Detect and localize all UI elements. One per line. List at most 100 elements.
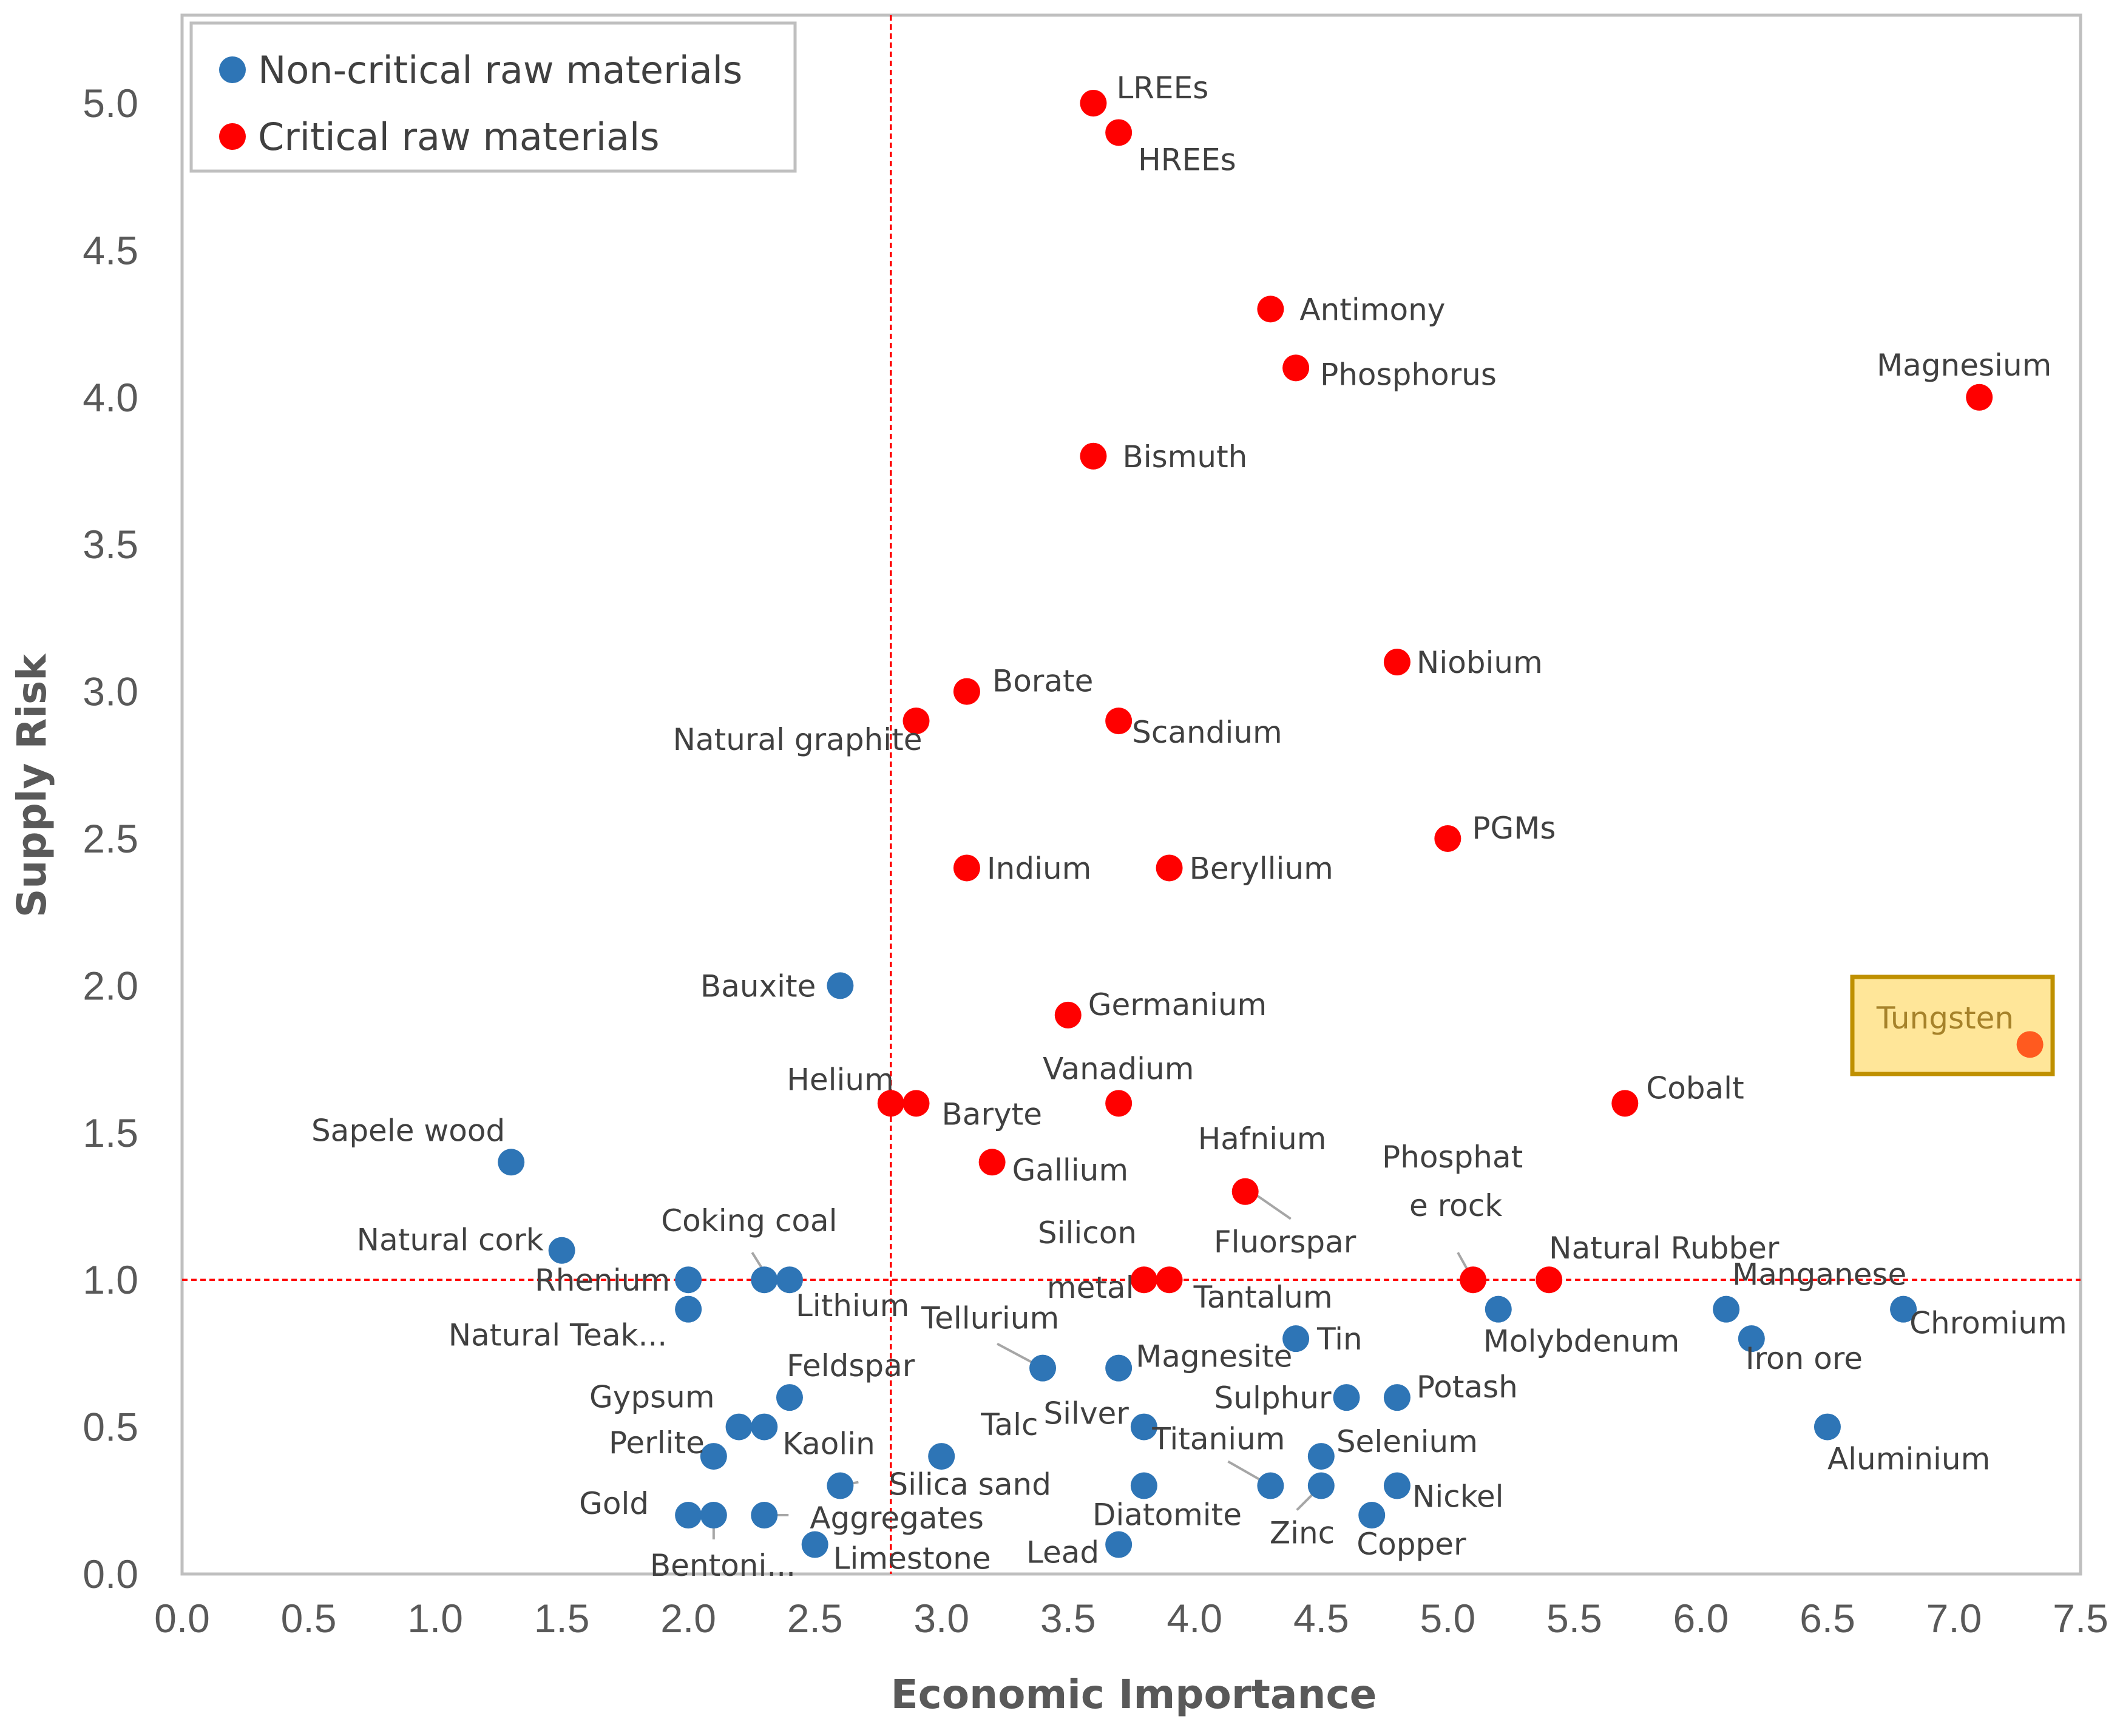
y-tick-label: 1.5 xyxy=(83,1110,138,1155)
point-iron-ore xyxy=(1738,1325,1765,1353)
point-copper xyxy=(1358,1502,1386,1529)
point-chromium xyxy=(1890,1295,1917,1323)
point-perlite xyxy=(700,1443,727,1470)
label-baryte: Baryte xyxy=(942,1096,1042,1132)
point-cobalt xyxy=(1611,1090,1639,1117)
point-baryte xyxy=(903,1090,930,1117)
data-points xyxy=(498,90,1993,1558)
point-hrees xyxy=(1105,119,1133,146)
point-aggregates xyxy=(751,1502,778,1529)
y-tick-label: 0.5 xyxy=(83,1405,138,1450)
point-phosphate-rock xyxy=(1460,1266,1487,1294)
label-beryllium: Beryllium xyxy=(1190,851,1333,886)
point-tungsten xyxy=(2016,1031,2044,1058)
x-tick-label: 3.5 xyxy=(1040,1596,1096,1641)
label-copper: Copper xyxy=(1356,1527,1466,1562)
y-tick-label: 4.5 xyxy=(83,228,138,272)
x-tick-label: 7.5 xyxy=(2053,1596,2108,1641)
point-coking-coal xyxy=(751,1266,778,1294)
label-magnesite: Magnesite xyxy=(1136,1339,1292,1374)
label-borate: Borate xyxy=(992,664,1093,699)
point-kaolin xyxy=(751,1413,778,1440)
label-niobium: Niobium xyxy=(1417,645,1543,680)
label-diatomite: Diatomite xyxy=(1092,1498,1242,1533)
point-fluorspar xyxy=(1130,1266,1157,1294)
label-silver: Silver xyxy=(1043,1396,1129,1431)
point-helium xyxy=(877,1090,904,1117)
y-tick-label: 1.0 xyxy=(83,1257,138,1302)
point-natural-graphite xyxy=(903,708,930,735)
point-zinc xyxy=(1307,1472,1335,1499)
label-lrees: LREEs xyxy=(1116,70,1208,106)
label-natural-graphite: Natural graphite xyxy=(673,722,923,757)
point-diatomite xyxy=(1130,1472,1157,1499)
point-tantalum xyxy=(1156,1266,1183,1294)
label-coking-coal: Coking coal xyxy=(661,1203,837,1238)
x-tick-label: 1.0 xyxy=(407,1596,463,1641)
label-hrees: HREEs xyxy=(1138,142,1236,177)
y-tick-label: 2.5 xyxy=(83,816,138,861)
label-phosphorus: Phosphorus xyxy=(1320,357,1497,392)
label-tellurium: Tellurium xyxy=(921,1301,1059,1336)
label-tin: Tin xyxy=(1316,1322,1363,1357)
x-axis-title: Economic Importance xyxy=(891,1671,1377,1718)
point-rhenium xyxy=(675,1266,702,1294)
plot-border xyxy=(180,13,2082,1576)
x-tick-label: 6.0 xyxy=(1673,1596,1729,1641)
label-limestone: Limestone xyxy=(833,1541,991,1576)
label-lead: Lead xyxy=(1026,1535,1099,1570)
label-perlite: Perlite xyxy=(609,1425,705,1461)
point-talc xyxy=(928,1443,955,1470)
label-manganese: Manganese xyxy=(1732,1257,1906,1292)
point-germanium xyxy=(1054,1001,1082,1028)
label-gallium: Gallium xyxy=(1012,1152,1128,1187)
label-rhenium: Rhenium xyxy=(535,1263,670,1298)
point-gypsum xyxy=(725,1413,753,1440)
axis-ticks: 0.0 0.5 1.0 1.5 2.0 2.5 3.0 3.5 4.0 4.5 5.0 5.5 6.0 6… xyxy=(83,81,2108,1641)
label-gold: Gold xyxy=(579,1486,649,1521)
point-gallium xyxy=(978,1149,1006,1176)
label-natural-rubber: Natural Rubber xyxy=(1549,1231,1780,1266)
point-natural-teak xyxy=(675,1295,702,1323)
label-bauxite: Bauxite xyxy=(700,968,816,1004)
point-magnesite xyxy=(1105,1354,1133,1382)
point-titanium xyxy=(1257,1472,1284,1499)
y-tick-label: 3.0 xyxy=(83,669,138,714)
label-zinc: Zinc xyxy=(1270,1516,1335,1551)
label-aluminium: Aluminium xyxy=(1827,1442,1990,1477)
legend-marker-non-critical xyxy=(219,56,246,83)
highlight-box: Tungsten xyxy=(1850,974,2055,1076)
point-phosphorus xyxy=(1282,354,1310,382)
point-beryllium xyxy=(1156,854,1183,882)
label-gypsum: Gypsum xyxy=(589,1380,715,1415)
point-pgms xyxy=(1434,825,1461,852)
point-borate xyxy=(953,678,980,705)
label-silica-sand: Silica sand xyxy=(889,1467,1051,1502)
legend-label-critical: Critical raw materials xyxy=(258,115,660,159)
point-vanadium xyxy=(1105,1090,1133,1117)
point-silica-sand xyxy=(827,1472,854,1499)
label-titanium: Titanium xyxy=(1151,1422,1285,1457)
leader-line-hafnium xyxy=(1250,1191,1292,1220)
y-tick-label: 3.5 xyxy=(83,522,138,567)
label-selenium: Selenium xyxy=(1336,1424,1478,1459)
legend: Non-critical raw materials Critical raw m… xyxy=(189,21,797,173)
label-sulphur: Sulphur xyxy=(1214,1380,1332,1416)
point-potash xyxy=(1383,1384,1411,1411)
label-scandium: Scandium xyxy=(1132,715,1282,750)
highlight-box-tungsten xyxy=(1850,974,2055,1076)
point-nickel xyxy=(1383,1472,1411,1499)
plot-area xyxy=(180,13,2082,1576)
label-helium: Helium xyxy=(787,1062,894,1097)
label-cobalt: Cobalt xyxy=(1646,1070,1744,1106)
label-bentoni: Bentoni... xyxy=(650,1548,796,1583)
point-gold xyxy=(675,1502,702,1529)
label-magnesium: Magnesium xyxy=(1877,348,2051,383)
label-indium: Indium xyxy=(987,851,1091,886)
label-bismuth: Bismuth xyxy=(1122,439,1247,475)
label-potash: Potash xyxy=(1417,1370,1518,1405)
y-tick-label: 2.0 xyxy=(83,963,138,1008)
x-tick-label: 7.0 xyxy=(1926,1596,1982,1641)
label-kaolin: Kaolin xyxy=(782,1427,875,1462)
x-tick-label: 6.5 xyxy=(1800,1596,1855,1641)
